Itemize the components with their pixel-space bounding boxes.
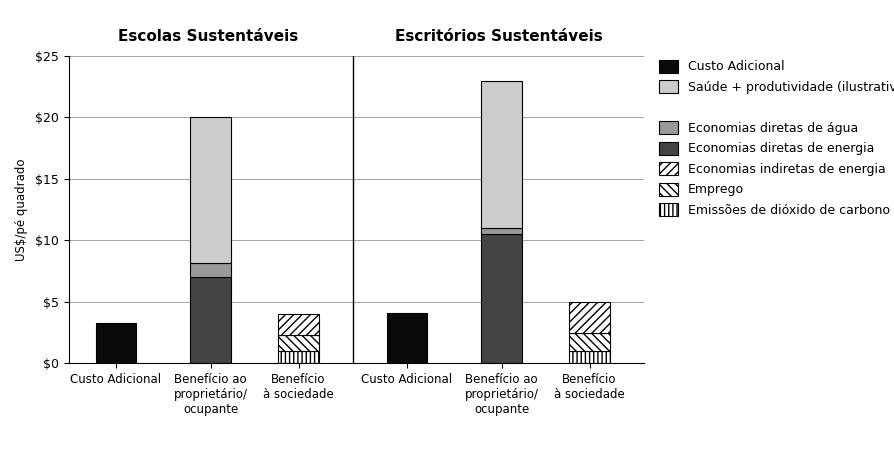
Bar — [278, 335, 319, 351]
Bar — [278, 351, 319, 363]
Bar — [481, 234, 522, 363]
Bar — [481, 228, 522, 234]
Bar — [190, 263, 231, 277]
Bar — [96, 323, 136, 363]
Y-axis label: US$/pé quadrado: US$/pé quadrado — [15, 158, 28, 261]
Bar — [190, 277, 231, 363]
Bar — [278, 314, 319, 335]
Bar — [569, 351, 610, 363]
Legend: Custo Adicional, Saúde + produtividade (ilustrativo),  , Economias diretas de ág: Custo Adicional, Saúde + produtividade (… — [655, 56, 894, 220]
Bar — [481, 81, 522, 228]
Bar — [190, 117, 231, 263]
Bar — [569, 333, 610, 351]
Text: Escolas Sustentáveis: Escolas Sustentáveis — [118, 28, 299, 44]
Bar — [569, 302, 610, 333]
Text: Escritórios Sustentáveis: Escritórios Sustentáveis — [395, 28, 603, 44]
Bar — [386, 313, 427, 363]
